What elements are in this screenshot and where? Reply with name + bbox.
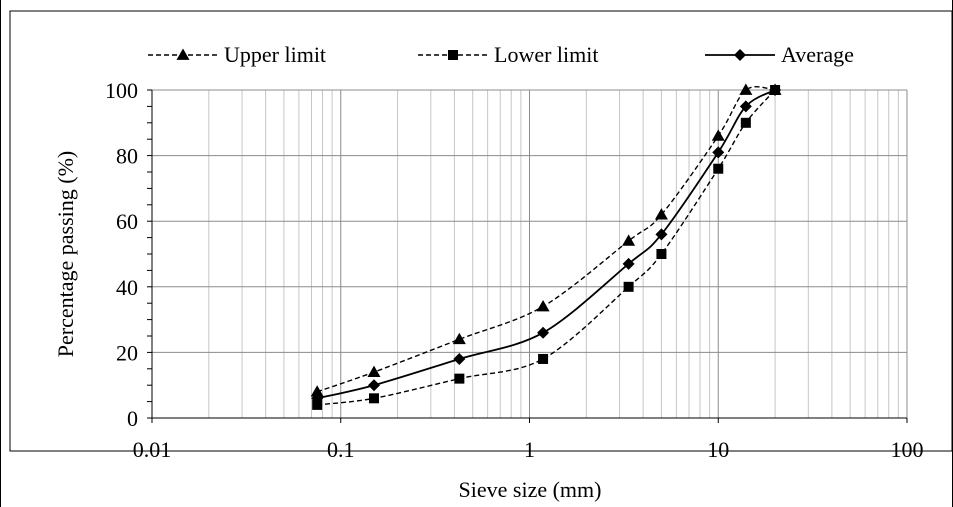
y-tick-label: 0 [127, 406, 138, 431]
series-average [311, 84, 782, 405]
diamond-marker [655, 228, 668, 241]
diamond-marker [769, 84, 782, 96]
y-tick-label: 20 [116, 340, 138, 365]
y-tick-label: 60 [116, 209, 138, 234]
x-tick-label: 10 [707, 437, 729, 462]
chart-border [9, 10, 953, 452]
x-axis-label: Sieve size (mm) [459, 477, 602, 502]
diamond-marker [311, 392, 324, 405]
legend-entry: Lower limit [418, 42, 598, 67]
diamond-marker [739, 100, 752, 113]
square-marker [623, 281, 634, 292]
square-marker [368, 393, 379, 404]
diamond-marker [537, 326, 550, 339]
legend-entry: Upper limit [148, 42, 326, 67]
x-tick-label: 0.1 [327, 437, 355, 462]
diamond-marker [712, 146, 725, 159]
triangle-marker [452, 332, 466, 345]
y-tick-label: 80 [116, 144, 138, 169]
series-layer [310, 83, 782, 410]
x-tick-label: 0.01 [133, 437, 172, 462]
square-marker [713, 163, 724, 174]
y-axis-label: Percentage passing (%) [53, 151, 78, 357]
square-marker [740, 117, 751, 128]
triangle-marker [711, 129, 725, 141]
triangle-marker [654, 208, 668, 220]
triangle-marker [176, 48, 190, 60]
series-line [317, 89, 776, 406]
square-marker [538, 353, 549, 364]
square-marker [656, 249, 667, 259]
axes [147, 89, 908, 423]
triangle-marker [367, 365, 381, 377]
y-tick-label: 40 [116, 275, 138, 300]
legend-label: Upper limit [224, 42, 326, 67]
square-marker [448, 50, 458, 60]
legend-label: Average [781, 42, 854, 67]
series-line [316, 86, 776, 393]
square-marker [312, 399, 323, 410]
triangle-marker [739, 83, 753, 95]
series-line [316, 89, 776, 400]
diamond-marker [622, 257, 635, 270]
series-upper-limit [310, 83, 782, 397]
triangle-marker [536, 299, 550, 312]
y-tick-label: 100 [105, 78, 138, 103]
grid [151, 89, 908, 419]
diamond-marker [367, 379, 380, 392]
triangle-marker [310, 385, 324, 397]
x-tick-labels: 0.01 0.1 1 10 100 [133, 437, 924, 462]
legend-label: Lower limit [494, 42, 598, 67]
legend: Upper limit Lower limit Average [148, 42, 854, 67]
y-tick-labels: 0 20 40 60 80 100 [105, 78, 138, 431]
triangle-marker [622, 234, 636, 246]
x-tick-label: 100 [891, 437, 924, 462]
diamond-marker [734, 49, 746, 61]
legend-entry: Average [705, 42, 854, 67]
diamond-marker [453, 352, 466, 365]
square-marker [454, 373, 465, 384]
x-tick-label: 1 [524, 437, 535, 462]
